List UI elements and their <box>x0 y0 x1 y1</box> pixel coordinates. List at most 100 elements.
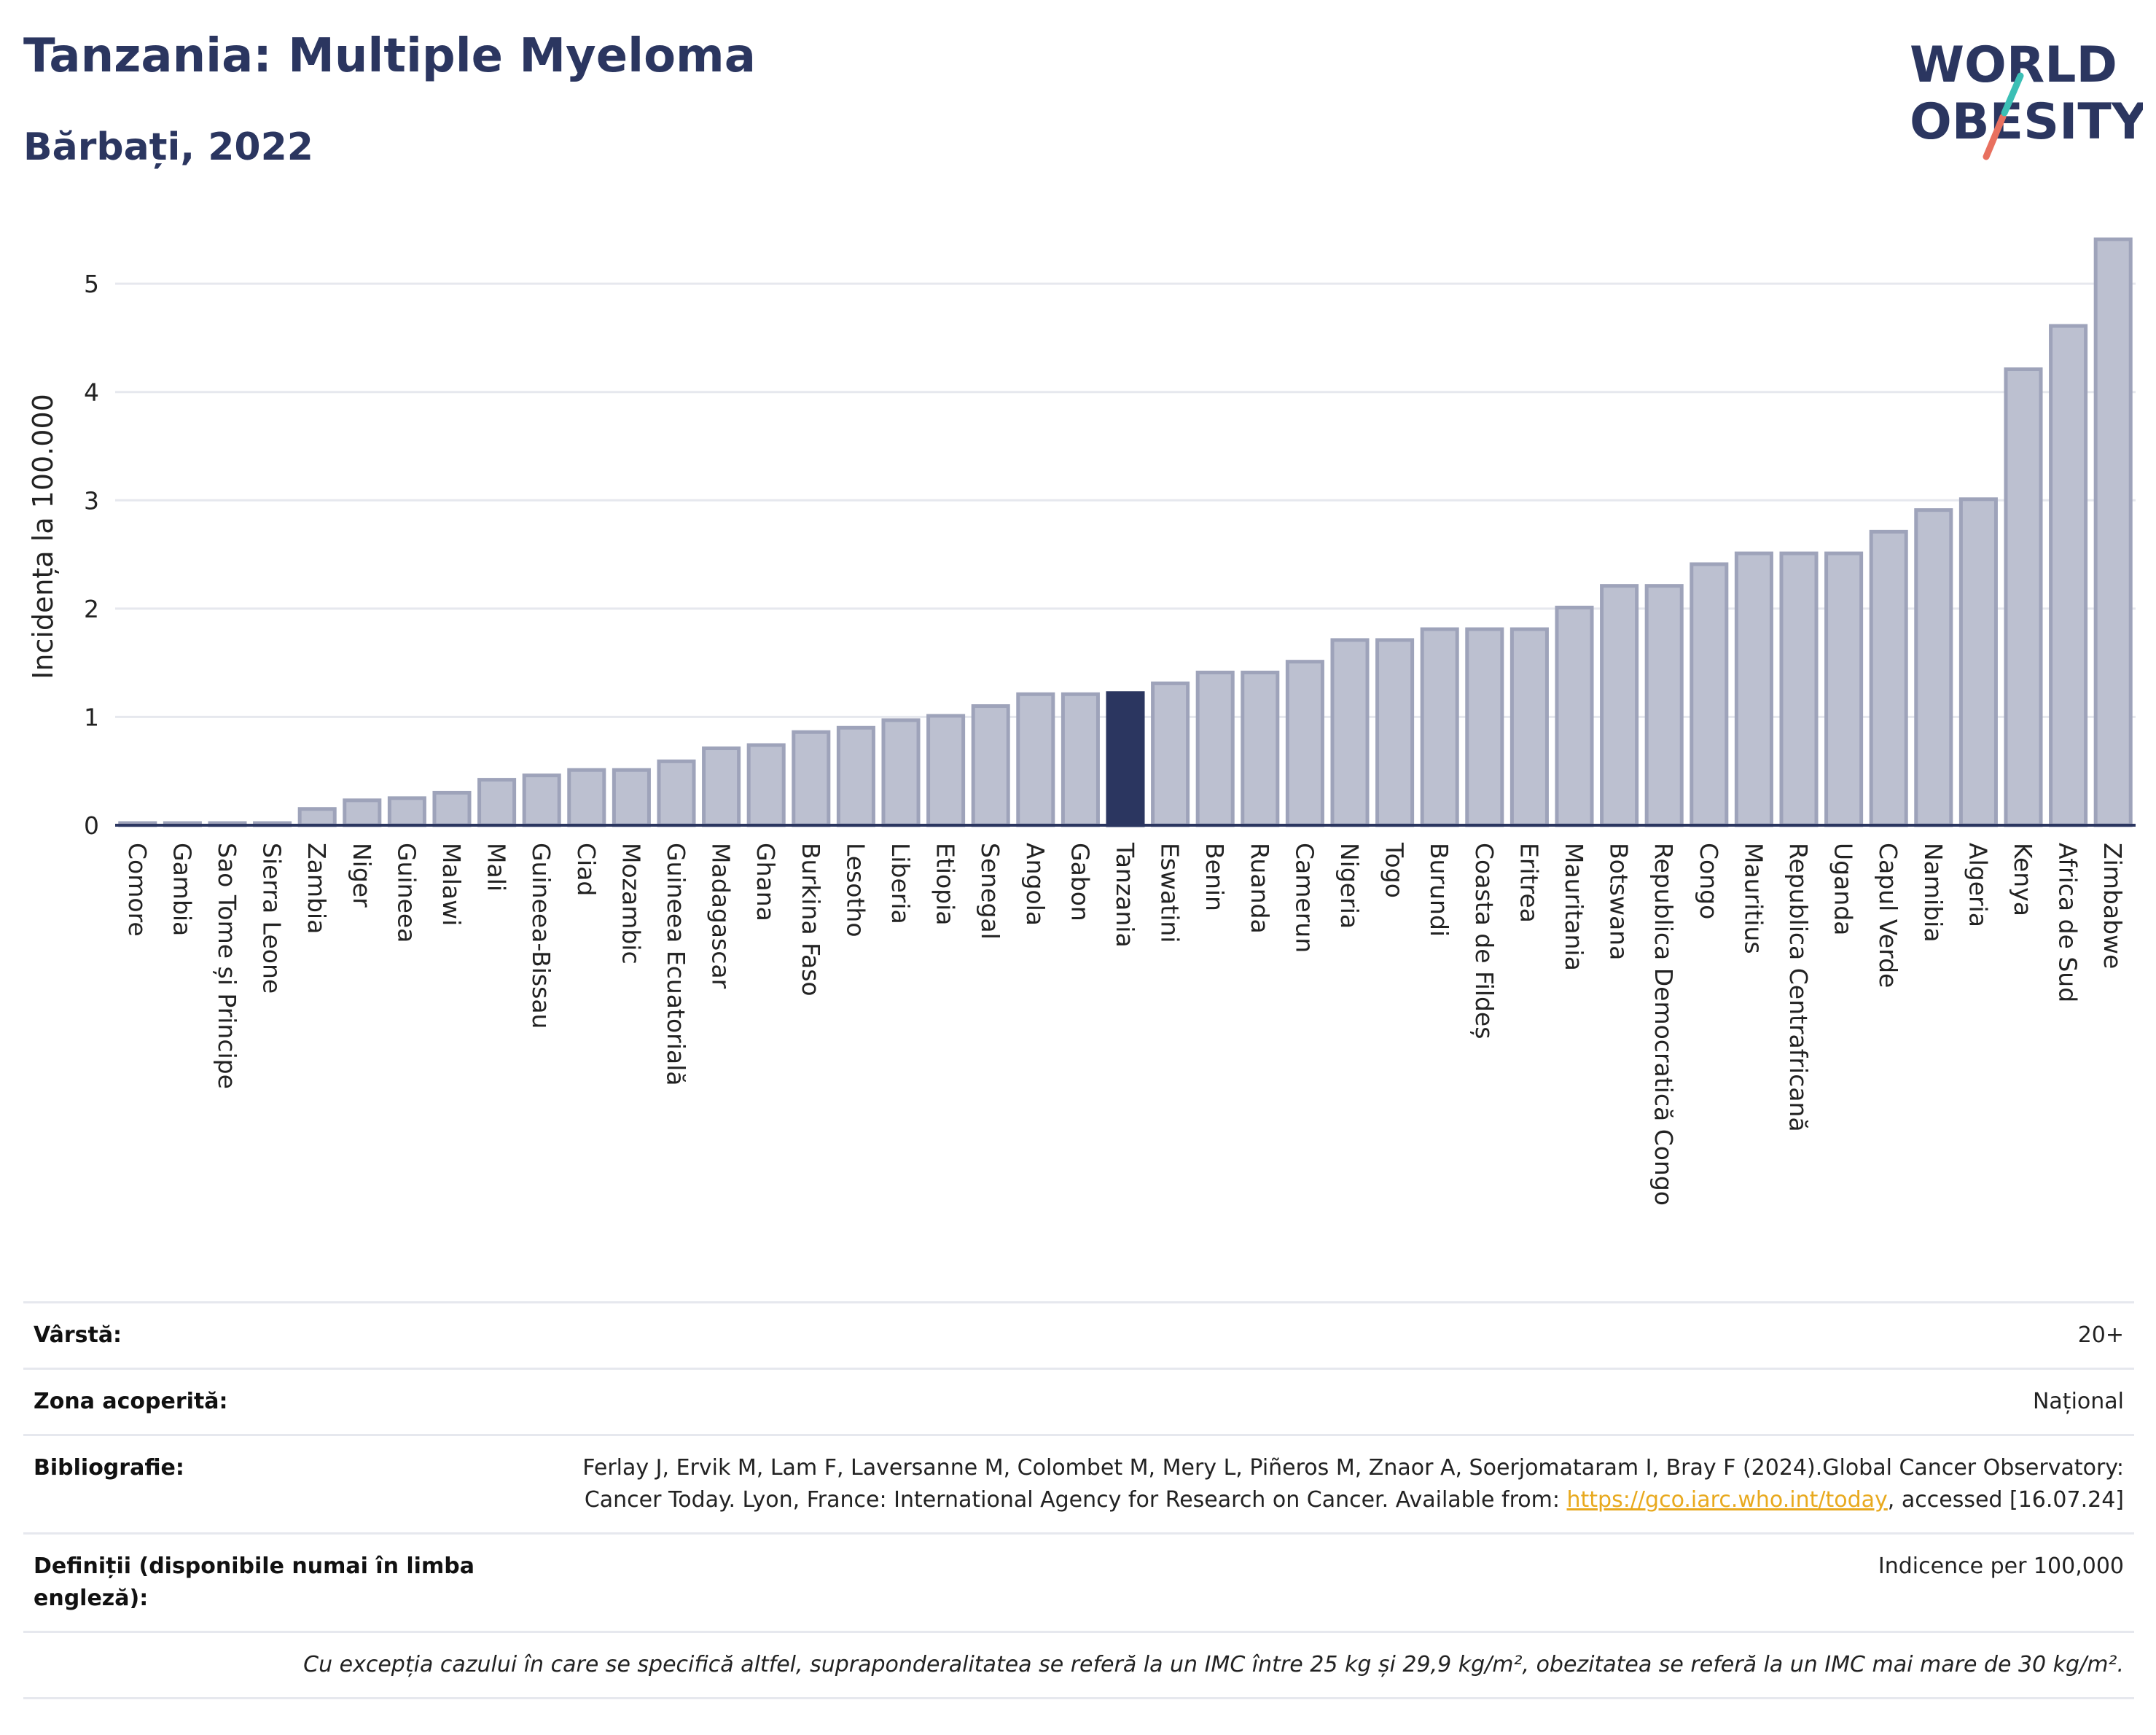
y-tick-label: 3 <box>84 486 99 515</box>
x-tick-label: Guineea Ecuatorială <box>662 843 690 1086</box>
x-tick-label: Congo <box>1695 843 1723 919</box>
x-tick-label: Ghana <box>751 843 780 921</box>
x-tick-label: Capul Verde <box>1874 843 1902 988</box>
x-tick-label: Eritrea <box>1515 843 1543 923</box>
bar <box>1644 584 1684 827</box>
chart-title: Tanzania: Multiple Myeloma <box>23 29 756 83</box>
coverage-value: Național <box>2032 1389 2124 1414</box>
x-tick-label: Zambia <box>302 843 331 934</box>
bar <box>477 778 517 827</box>
x-tick-label: Lesotho <box>841 843 870 937</box>
info-row-age: Vârstă: 20+ <box>23 1301 2134 1368</box>
x-tick-label: Camerun <box>1290 843 1319 953</box>
x-tick-label: Coasta de Fildeș <box>1470 843 1499 1039</box>
logo-slash-teal <box>2001 72 2024 117</box>
bibliography-accessed: , accessed [16.07.24] <box>1887 1487 2124 1513</box>
bibliography-value: Ferlay J, Ervik M, Lam F, Laversanne M, … <box>557 1452 2124 1516</box>
bar <box>1330 638 1370 827</box>
world-obesity-logo: WORLD OBESITY <box>1910 36 2143 160</box>
bar <box>343 798 382 827</box>
bibliography-link[interactable]: https://gco.iarc.who.int/today <box>1566 1487 1888 1513</box>
y-tick-label: 1 <box>84 703 99 731</box>
x-tick-label: Burkina Faso <box>797 843 825 997</box>
bar <box>1958 497 1998 827</box>
x-tick-label: Ciad <box>572 843 601 896</box>
bar <box>926 714 966 827</box>
x-tick-label: Algeria <box>1964 843 1992 927</box>
bar <box>297 807 337 827</box>
x-tick-label: Sao Tome și Principe <box>213 843 241 1089</box>
y-tick-label: 0 <box>84 811 99 840</box>
bar <box>1779 551 1819 827</box>
x-tick-label: Republica Centrafricană <box>1784 843 1813 1132</box>
bar <box>836 725 875 827</box>
x-tick-label: Guineea <box>392 843 421 943</box>
bibliography-label: Bibliografie: <box>34 1455 184 1481</box>
info-row-note: Cu excepția cazului în care se specifică… <box>23 1631 2134 1699</box>
x-tick-label: Tanzania <box>1111 842 1139 948</box>
x-tick-label: Namibia <box>1919 843 1948 943</box>
x-tick-label: Eswatini <box>1156 843 1184 943</box>
x-tick-label: Zimbabwe <box>2098 843 2127 969</box>
age-value: 20+ <box>2077 1322 2124 1348</box>
bar <box>746 743 786 827</box>
bar <box>1420 627 1459 827</box>
x-tick-label: Senegal <box>976 843 1004 940</box>
x-tick-label: Mauritania <box>1560 843 1588 971</box>
x-tick-label: Mali <box>483 843 511 892</box>
y-tick-label: 2 <box>84 595 99 623</box>
x-tick-label: Gabon <box>1066 843 1094 921</box>
x-tick-label: Burundi <box>1425 843 1453 937</box>
x-tick-label: Republica Democratică Congo <box>1649 843 1678 1206</box>
chart-subtitle: Bărbați, 2022 <box>23 125 313 169</box>
bar <box>971 704 1010 827</box>
bar <box>2004 367 2043 827</box>
y-axis-label: Incidența la 100.000 <box>27 394 59 679</box>
x-tick-label: Togo <box>1380 842 1409 898</box>
bar <box>612 768 651 827</box>
x-tick-label: Uganda <box>1829 843 1858 935</box>
x-tick-label: Etiopia <box>931 843 960 926</box>
bar <box>1195 671 1235 827</box>
bar <box>567 768 606 827</box>
x-tick-label: Malawi <box>437 843 466 926</box>
logo-slash-coral <box>1983 113 2007 160</box>
bars <box>118 237 2133 827</box>
info-row-coverage: Zona acoperită: Național <box>23 1368 2134 1434</box>
bar <box>702 746 741 827</box>
bar <box>1509 627 1549 827</box>
x-tick-label: Africa de Sud <box>2054 843 2082 1002</box>
x-tick-label: Comore <box>123 843 152 937</box>
x-tick-label: Liberia <box>886 843 915 924</box>
bar <box>2093 237 2133 827</box>
x-tick-label: Ruanda <box>1246 843 1274 934</box>
y-tick-label: 5 <box>84 270 99 298</box>
bar <box>1061 692 1100 827</box>
bar <box>1016 692 1055 827</box>
x-tick-label: Gambia <box>168 843 196 936</box>
x-tick-label: Guineea-Bissau <box>527 843 555 1029</box>
definitions-label: Definiții (disponibile numai în limba en… <box>34 1553 474 1611</box>
info-row-definitions: Definiții (disponibile numai în limba en… <box>23 1532 2134 1631</box>
bar <box>1734 551 1773 827</box>
logo-line-2: OBESITY <box>1910 93 2143 151</box>
bar <box>1914 508 1953 827</box>
bar <box>1824 551 1864 827</box>
bar <box>1690 562 1729 827</box>
x-tick-label: Mozambic <box>617 843 645 964</box>
x-tick-label: Niger <box>348 843 376 908</box>
bar <box>387 796 426 827</box>
bar <box>1869 529 1908 827</box>
bibliography-text: Ferlay J, Ervik M, Lam F, Laversanne M, … <box>582 1455 2124 1513</box>
bar <box>881 718 921 827</box>
bar <box>1555 605 1594 827</box>
info-table: Vârstă: 20+ Zona acoperită: Național Bib… <box>23 1301 2134 1699</box>
x-tick-label: Nigeria <box>1335 843 1364 929</box>
bar <box>1600 584 1639 827</box>
bar-highlighted <box>1106 691 1145 827</box>
bar <box>1241 671 1280 827</box>
bar <box>657 759 696 827</box>
info-row-bibliography: Bibliografie: Ferlay J, Ervik M, Lam F, … <box>23 1434 2134 1532</box>
bar <box>1375 638 1415 827</box>
y-tick-label: 4 <box>84 378 99 407</box>
